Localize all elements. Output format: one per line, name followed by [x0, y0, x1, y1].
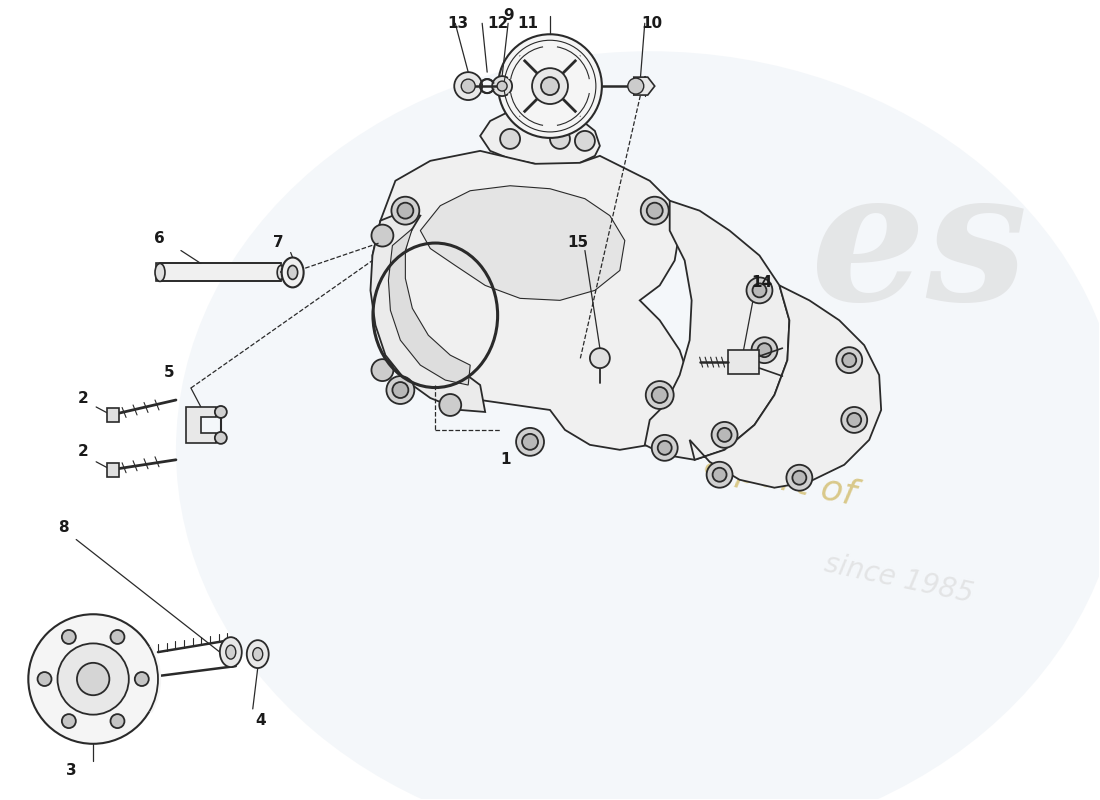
- Text: 14: 14: [751, 275, 772, 290]
- Circle shape: [37, 672, 52, 686]
- Polygon shape: [107, 408, 119, 422]
- Polygon shape: [156, 263, 280, 282]
- Circle shape: [786, 465, 812, 490]
- Ellipse shape: [155, 263, 165, 282]
- Ellipse shape: [246, 640, 268, 668]
- Ellipse shape: [253, 648, 263, 661]
- Circle shape: [541, 77, 559, 95]
- Circle shape: [110, 714, 124, 728]
- Circle shape: [214, 406, 227, 418]
- Circle shape: [110, 630, 124, 644]
- Circle shape: [29, 614, 158, 744]
- Polygon shape: [420, 186, 625, 300]
- Text: 8: 8: [58, 520, 68, 535]
- Text: 5: 5: [164, 365, 174, 379]
- Text: 7: 7: [274, 235, 284, 250]
- Text: a part of: a part of: [701, 447, 858, 512]
- Text: 6: 6: [154, 231, 164, 246]
- Polygon shape: [481, 106, 600, 166]
- Polygon shape: [727, 350, 759, 374]
- Circle shape: [57, 643, 129, 714]
- Circle shape: [77, 663, 109, 695]
- Circle shape: [393, 382, 408, 398]
- Circle shape: [386, 376, 415, 404]
- Text: 12: 12: [487, 16, 509, 31]
- Circle shape: [500, 129, 520, 149]
- Polygon shape: [371, 210, 485, 412]
- Circle shape: [717, 428, 732, 442]
- Circle shape: [842, 407, 867, 433]
- Ellipse shape: [284, 267, 289, 278]
- Circle shape: [792, 470, 806, 485]
- Circle shape: [843, 353, 856, 367]
- Circle shape: [641, 197, 669, 225]
- Polygon shape: [373, 151, 690, 450]
- Text: 10: 10: [641, 16, 662, 31]
- Circle shape: [747, 278, 772, 303]
- Circle shape: [647, 202, 662, 218]
- Circle shape: [516, 428, 544, 456]
- Text: 15: 15: [568, 235, 588, 250]
- Circle shape: [214, 432, 227, 444]
- Circle shape: [439, 394, 461, 416]
- Circle shape: [752, 283, 767, 298]
- Ellipse shape: [288, 266, 298, 279]
- Circle shape: [392, 197, 419, 225]
- Circle shape: [628, 78, 643, 94]
- Ellipse shape: [220, 637, 242, 667]
- Polygon shape: [388, 229, 470, 385]
- Text: 1: 1: [499, 452, 510, 467]
- Polygon shape: [634, 77, 654, 95]
- Text: 9: 9: [503, 8, 514, 23]
- Ellipse shape: [226, 645, 235, 659]
- Circle shape: [62, 714, 76, 728]
- Circle shape: [758, 343, 771, 357]
- Circle shape: [658, 441, 672, 455]
- Circle shape: [713, 468, 727, 482]
- Polygon shape: [690, 286, 881, 488]
- Circle shape: [454, 72, 482, 100]
- Circle shape: [62, 630, 76, 644]
- Circle shape: [550, 129, 570, 149]
- Ellipse shape: [277, 266, 284, 279]
- Text: 2: 2: [78, 390, 89, 406]
- Text: es: es: [811, 162, 1027, 338]
- Circle shape: [397, 202, 414, 218]
- Circle shape: [751, 338, 778, 363]
- Ellipse shape: [176, 51, 1100, 800]
- Circle shape: [847, 413, 861, 427]
- Polygon shape: [645, 201, 790, 460]
- Circle shape: [706, 462, 733, 488]
- Circle shape: [651, 435, 678, 461]
- Circle shape: [575, 131, 595, 151]
- Circle shape: [497, 81, 507, 91]
- Polygon shape: [107, 462, 119, 477]
- Circle shape: [492, 76, 513, 96]
- Text: 13: 13: [448, 16, 469, 31]
- Text: 2: 2: [78, 444, 89, 459]
- Circle shape: [590, 348, 609, 368]
- Circle shape: [372, 359, 394, 381]
- Circle shape: [522, 434, 538, 450]
- Polygon shape: [186, 407, 216, 443]
- Text: 4: 4: [255, 714, 266, 728]
- Circle shape: [646, 381, 673, 409]
- Circle shape: [461, 79, 475, 93]
- Circle shape: [372, 225, 394, 246]
- Text: 3: 3: [66, 763, 77, 778]
- Text: 11: 11: [518, 16, 539, 31]
- Circle shape: [532, 68, 568, 104]
- Circle shape: [498, 34, 602, 138]
- Circle shape: [712, 422, 737, 448]
- Circle shape: [836, 347, 862, 373]
- Circle shape: [651, 387, 668, 403]
- Text: since 1985: since 1985: [822, 550, 976, 609]
- Ellipse shape: [282, 258, 304, 287]
- Circle shape: [135, 672, 149, 686]
